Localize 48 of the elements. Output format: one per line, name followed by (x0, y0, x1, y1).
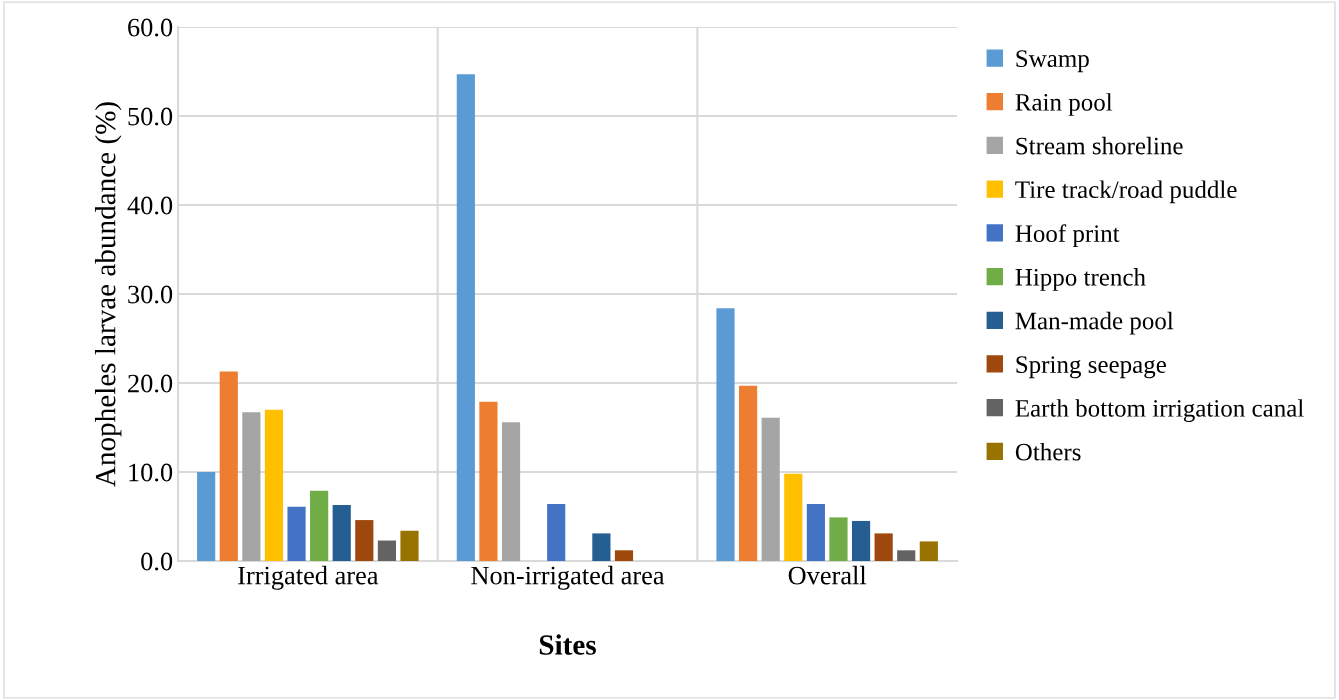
bar (897, 550, 916, 561)
bar (310, 490, 329, 561)
legend-label: Others (1015, 442, 1081, 461)
bar (400, 530, 419, 561)
bar (716, 308, 735, 561)
legend-label: Earth bottom irrigation canal (1015, 399, 1304, 422)
y-tick-label: 10.0 (129, 463, 173, 482)
legend-label: Swamp (1016, 50, 1089, 73)
y-axis-title: Anopheles larvae abundance (%) (94, 102, 122, 487)
legend-label: Spring seepage (1016, 356, 1166, 379)
y-tick-label: 60.0 (128, 18, 173, 37)
bar (739, 385, 758, 561)
bar (332, 504, 351, 561)
bar (264, 409, 284, 561)
legend-label: Hoof print (1015, 224, 1120, 248)
bar (829, 517, 848, 561)
bar (456, 74, 475, 561)
bar (377, 540, 396, 561)
x-tick-label: Non-irrigated area (471, 565, 665, 590)
bar (919, 541, 938, 561)
bar (355, 520, 374, 561)
bar (874, 533, 893, 561)
bar (287, 506, 306, 561)
y-tick-label: 20.0 (128, 374, 173, 393)
bar (592, 533, 611, 561)
y-tick-label: 0.0 (141, 552, 173, 571)
bar (479, 401, 498, 561)
legend-label: Hippo trench (1015, 268, 1146, 291)
bar (219, 371, 238, 561)
bar (851, 520, 871, 561)
y-tick-label: 50.0 (128, 107, 173, 126)
bar (547, 504, 566, 561)
bar (784, 473, 803, 561)
bar (197, 472, 216, 561)
bar (242, 412, 261, 561)
bar (614, 550, 634, 561)
bar (761, 417, 780, 561)
legend-label: Rain pool (1015, 93, 1113, 116)
y-tick-label: 40.0 (127, 196, 173, 215)
legend-label: Man-made pool (1015, 311, 1174, 335)
x-tick-label: Irrigated area (238, 565, 379, 590)
bar (501, 422, 521, 561)
y-tick-label: 30.0 (128, 285, 173, 304)
x-tick-label: Overall (788, 565, 867, 585)
x-axis-title: Sites (539, 634, 596, 655)
legend-label: Stream shoreline (1016, 136, 1183, 155)
bar (806, 504, 825, 561)
legend-label: Tire track/road puddle (1015, 180, 1237, 204)
